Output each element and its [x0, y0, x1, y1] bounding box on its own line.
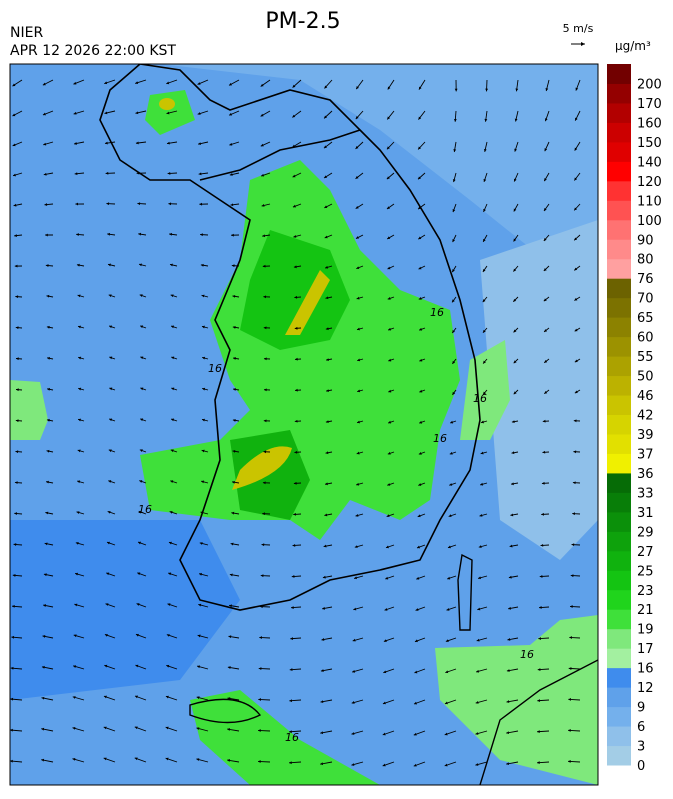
colorbar-segment — [607, 473, 631, 493]
colorbar-label: 90 — [637, 233, 654, 248]
colorbar-label: 80 — [637, 253, 654, 268]
colorbar-label: 170 — [637, 97, 662, 112]
map: 16 16 16 16 16 16 16 — [10, 64, 598, 785]
colorbar-label: 9 — [637, 701, 645, 716]
region-yellow — [159, 98, 175, 110]
colorbar-segment — [607, 376, 631, 396]
colorbar-label: 110 — [637, 194, 662, 209]
colorbar-label: 23 — [637, 584, 654, 599]
colorbar-segment — [607, 64, 631, 84]
agency: NIER — [10, 25, 43, 41]
colorbar-segment — [607, 531, 631, 551]
colorbar-label: 21 — [637, 603, 654, 618]
colorbar-segment — [607, 746, 631, 766]
colorbar-label: 12 — [637, 681, 654, 696]
colorbar-segment — [607, 395, 631, 415]
colorbar-label: 19 — [637, 623, 654, 638]
contour-label: 16 — [473, 392, 487, 405]
contour-label: 16 — [433, 432, 447, 445]
colorbar-label: 16 — [637, 662, 654, 677]
wind-scale-label: 5 m/s — [563, 22, 594, 35]
colorbar-label: 160 — [637, 116, 662, 131]
colorbar-segment — [607, 590, 631, 610]
contour-label: 16 — [430, 306, 444, 319]
colorbar-label: 46 — [637, 389, 654, 404]
colorbar-label: 50 — [637, 370, 654, 385]
colorbar-label: 65 — [637, 311, 654, 326]
colorbar-segment — [607, 570, 631, 590]
colorbar: 0369121617192123252729313336373942465055… — [607, 64, 662, 774]
datetime: APR 12 2026 22:00 KST — [10, 43, 176, 59]
colorbar-segment — [607, 687, 631, 707]
colorbar-segment — [607, 103, 631, 123]
title: PM-2.5 — [265, 9, 340, 34]
colorbar-label: 70 — [637, 292, 654, 307]
colorbar-segment — [607, 181, 631, 201]
colorbar-label: 29 — [637, 525, 654, 540]
colorbar-segment — [607, 609, 631, 629]
colorbar-segment — [607, 239, 631, 259]
colorbar-segment — [607, 142, 631, 162]
colorbar-segment — [607, 434, 631, 454]
colorbar-segment — [607, 83, 631, 103]
colorbar-label: 150 — [637, 136, 662, 151]
contour-label: 16 — [285, 731, 299, 744]
colorbar-label: 200 — [637, 77, 662, 92]
colorbar-label: 3 — [637, 740, 645, 755]
colorbar-segment — [607, 278, 631, 298]
contour-label: 16 — [138, 503, 152, 516]
contour-label: 16 — [208, 362, 222, 375]
colorbar-segment — [607, 337, 631, 357]
colorbar-label: 17 — [637, 642, 654, 657]
colorbar-label: 140 — [637, 155, 662, 170]
colorbar-segment — [607, 259, 631, 279]
colorbar-segment — [607, 415, 631, 435]
colorbar-label: 33 — [637, 486, 654, 501]
colorbar-label: 36 — [637, 467, 654, 482]
colorbar-label: 60 — [637, 331, 654, 346]
colorbar-segment — [607, 122, 631, 142]
colorbar-unit: μg/m³ — [615, 39, 651, 53]
colorbar-segment — [607, 629, 631, 649]
colorbar-segment — [607, 220, 631, 240]
contour-label: 16 — [520, 648, 534, 661]
colorbar-label: 39 — [637, 428, 654, 443]
colorbar-segment — [607, 726, 631, 746]
colorbar-segment — [607, 200, 631, 220]
wind-scale-arrowhead — [581, 42, 585, 46]
colorbar-label: 42 — [637, 409, 654, 424]
colorbar-segment — [607, 551, 631, 571]
colorbar-segment — [607, 668, 631, 688]
colorbar-label: 27 — [637, 545, 654, 560]
colorbar-segment — [607, 707, 631, 727]
colorbar-segment — [607, 356, 631, 376]
colorbar-label: 31 — [637, 506, 654, 521]
colorbar-segment — [607, 453, 631, 473]
colorbar-label: 120 — [637, 175, 662, 190]
colorbar-label: 100 — [637, 214, 662, 229]
colorbar-label: 76 — [637, 272, 654, 287]
colorbar-label: 6 — [637, 720, 645, 735]
colorbar-label: 55 — [637, 350, 654, 365]
colorbar-label: 0 — [637, 759, 645, 774]
colorbar-segment — [607, 512, 631, 532]
colorbar-label: 25 — [637, 564, 654, 579]
colorbar-segment — [607, 161, 631, 181]
colorbar-label: 37 — [637, 447, 654, 462]
colorbar-segment — [607, 317, 631, 337]
colorbar-segment — [607, 648, 631, 668]
colorbar-segment — [607, 492, 631, 512]
colorbar-segment — [607, 298, 631, 318]
